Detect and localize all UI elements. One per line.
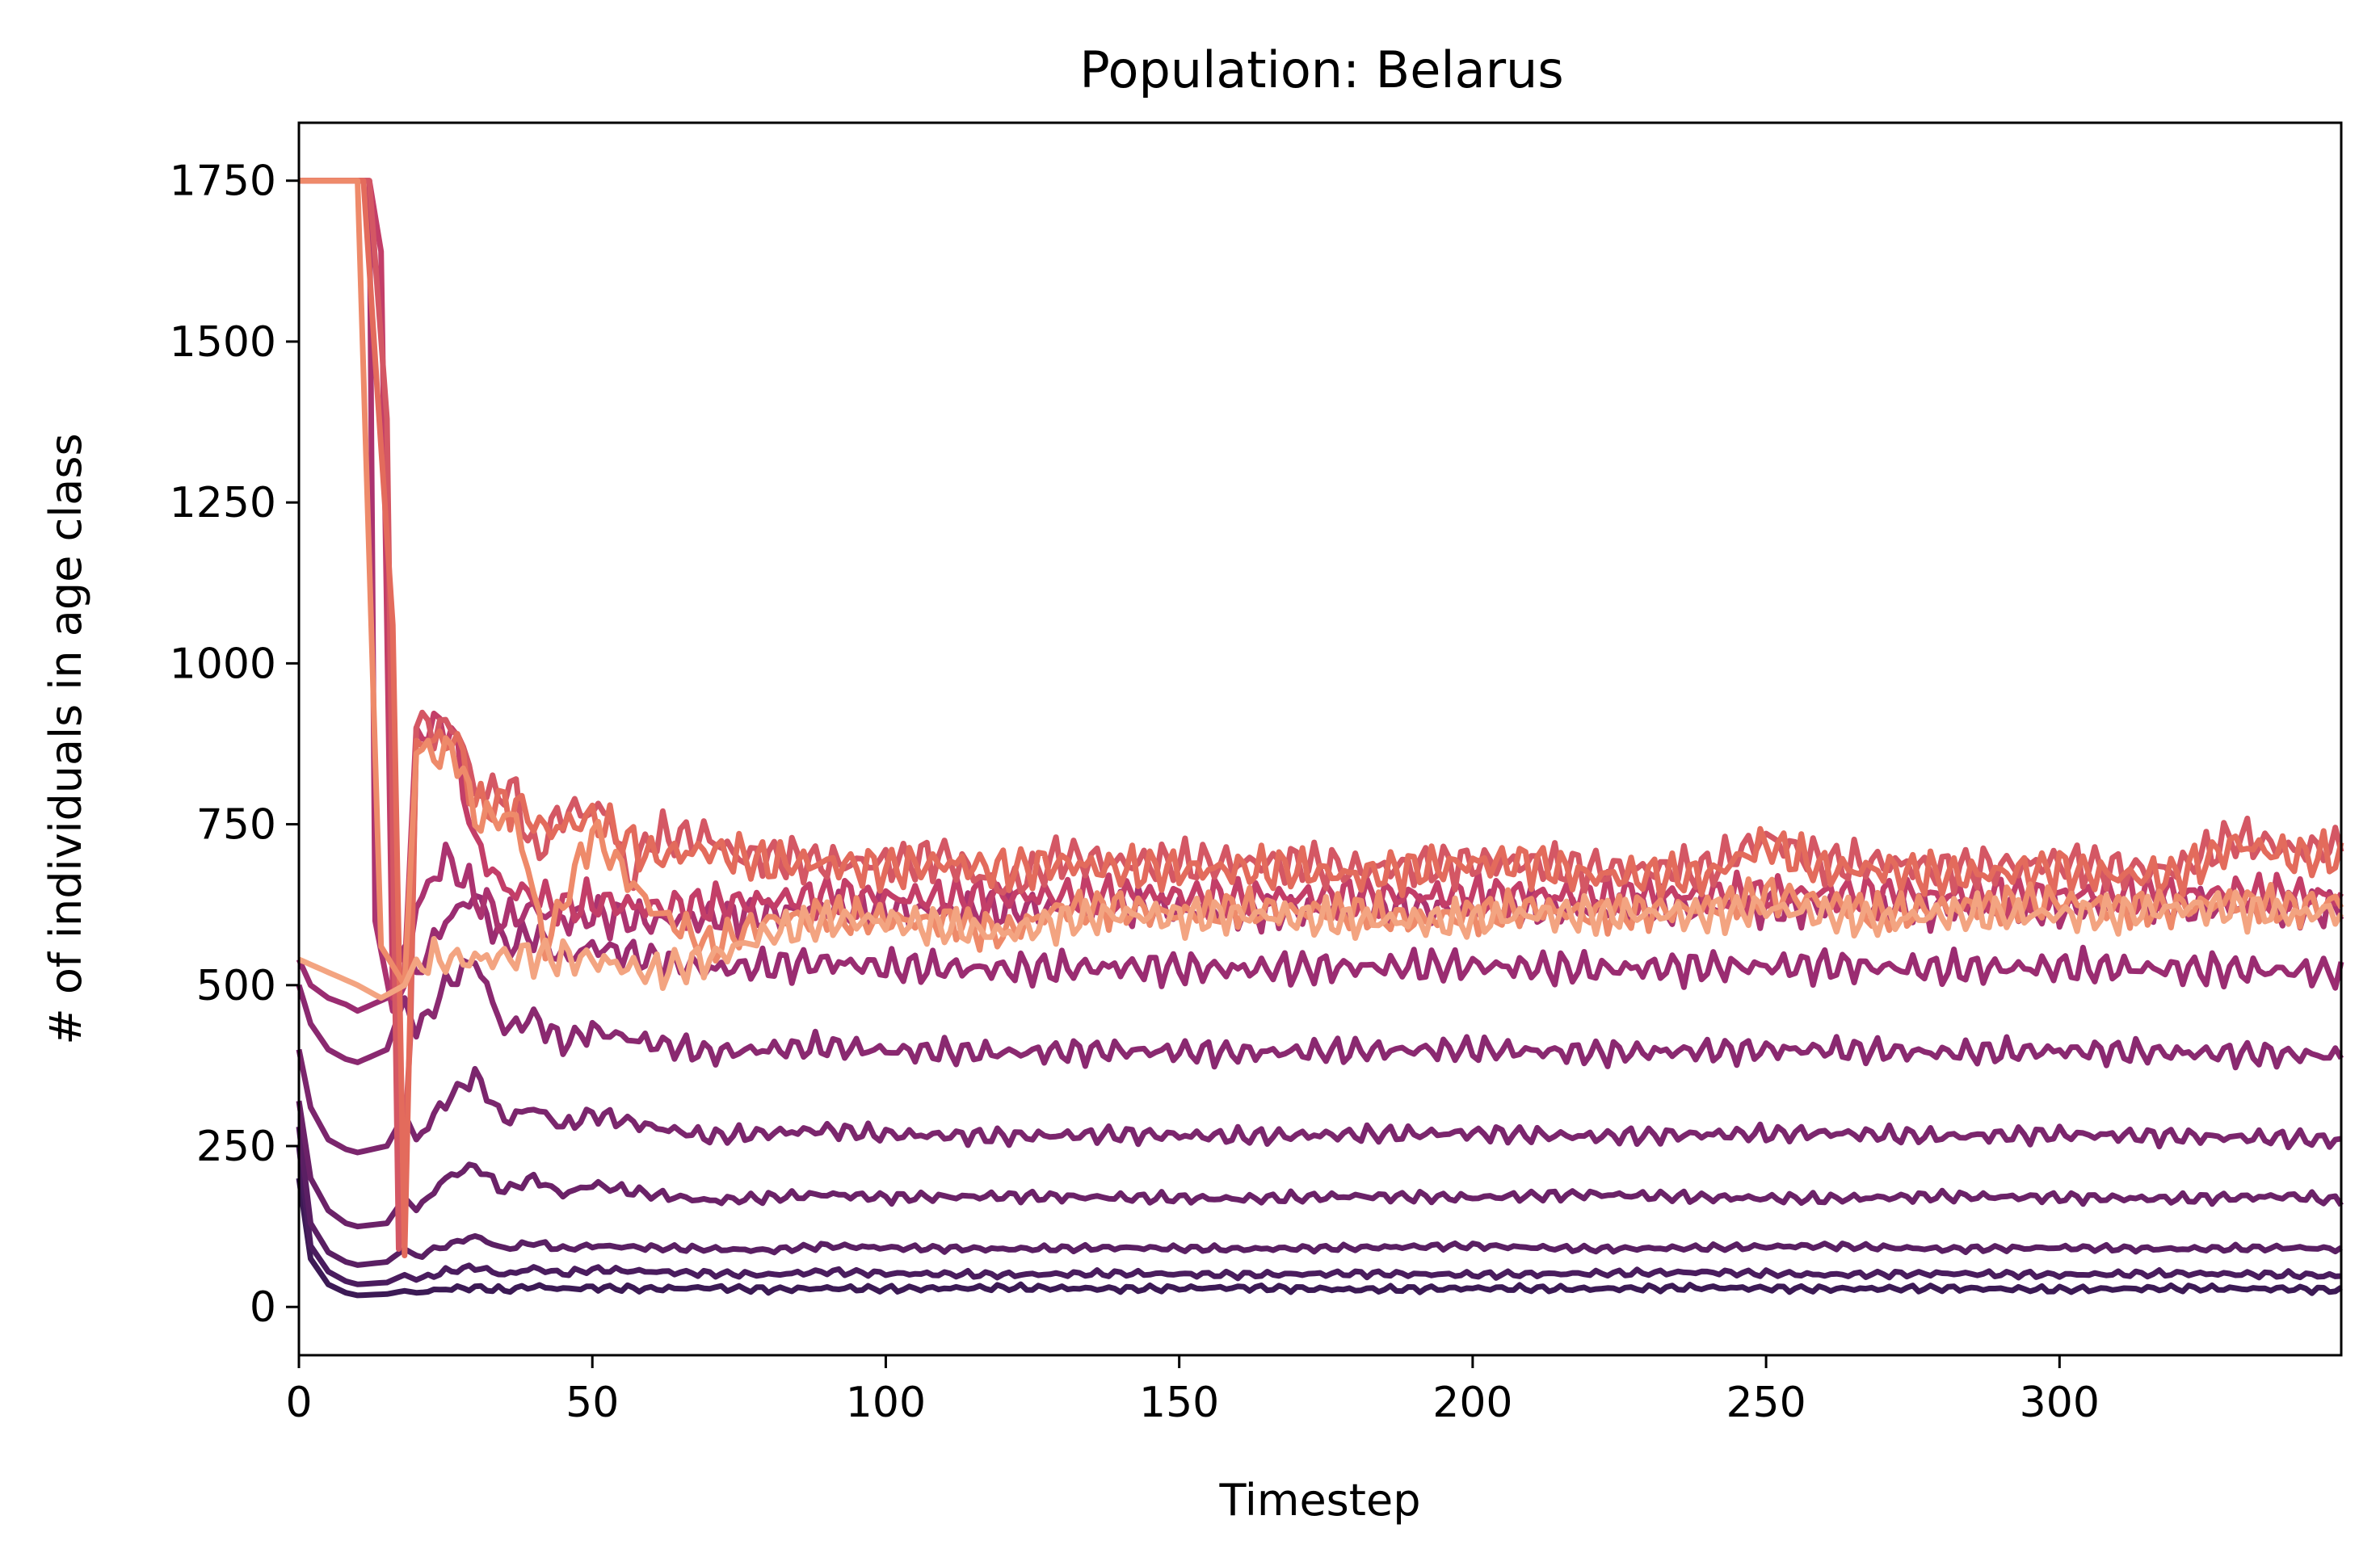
y-tick-label: 500	[196, 962, 276, 1010]
series-line-10	[299, 178, 2344, 1252]
series-line-13	[297, 889, 2344, 1001]
series-line-5	[296, 1048, 2342, 1156]
x-tick-label: 100	[846, 1379, 926, 1427]
x-tick-label: 250	[1726, 1379, 1806, 1427]
y-axis-ticks: 0 250 500 750 1000 1250 1500 1750	[170, 157, 299, 1332]
y-tick-label: 1500	[170, 318, 276, 367]
plot-area	[296, 178, 2344, 1299]
y-tick-label: 1000	[170, 640, 276, 688]
x-axis-label: Timestep	[1219, 1475, 1421, 1526]
plot-frame	[297, 121, 2343, 1357]
series-line-6	[296, 958, 2344, 1071]
series-line-2	[296, 1145, 2342, 1287]
series-line-4	[296, 1100, 2344, 1230]
series-line-11	[299, 178, 2344, 1258]
series-line-3	[296, 1126, 2343, 1268]
y-axis-label: # of individuals in age class	[40, 433, 91, 1044]
y-tick-label: 1250	[170, 479, 276, 527]
series-line-9	[299, 178, 2344, 1001]
x-tick-label: 150	[1139, 1379, 1219, 1427]
chart-title: Population: Belarus	[1079, 40, 1563, 99]
x-tick-label: 50	[566, 1379, 619, 1427]
series-line-12	[299, 178, 2344, 989]
x-tick-label: 200	[1432, 1379, 1512, 1427]
x-tick-label: 0	[285, 1379, 312, 1427]
x-tick-label: 300	[2020, 1379, 2100, 1427]
y-tick-label: 250	[196, 1123, 276, 1171]
y-tick-label: 750	[196, 801, 276, 850]
series-line-1	[296, 1178, 2343, 1299]
y-tick-label: 1750	[170, 157, 276, 206]
y-tick-label: 0	[250, 1283, 276, 1332]
x-axis-ticks: 0 50 100 150 200 250 300	[285, 1355, 2100, 1427]
